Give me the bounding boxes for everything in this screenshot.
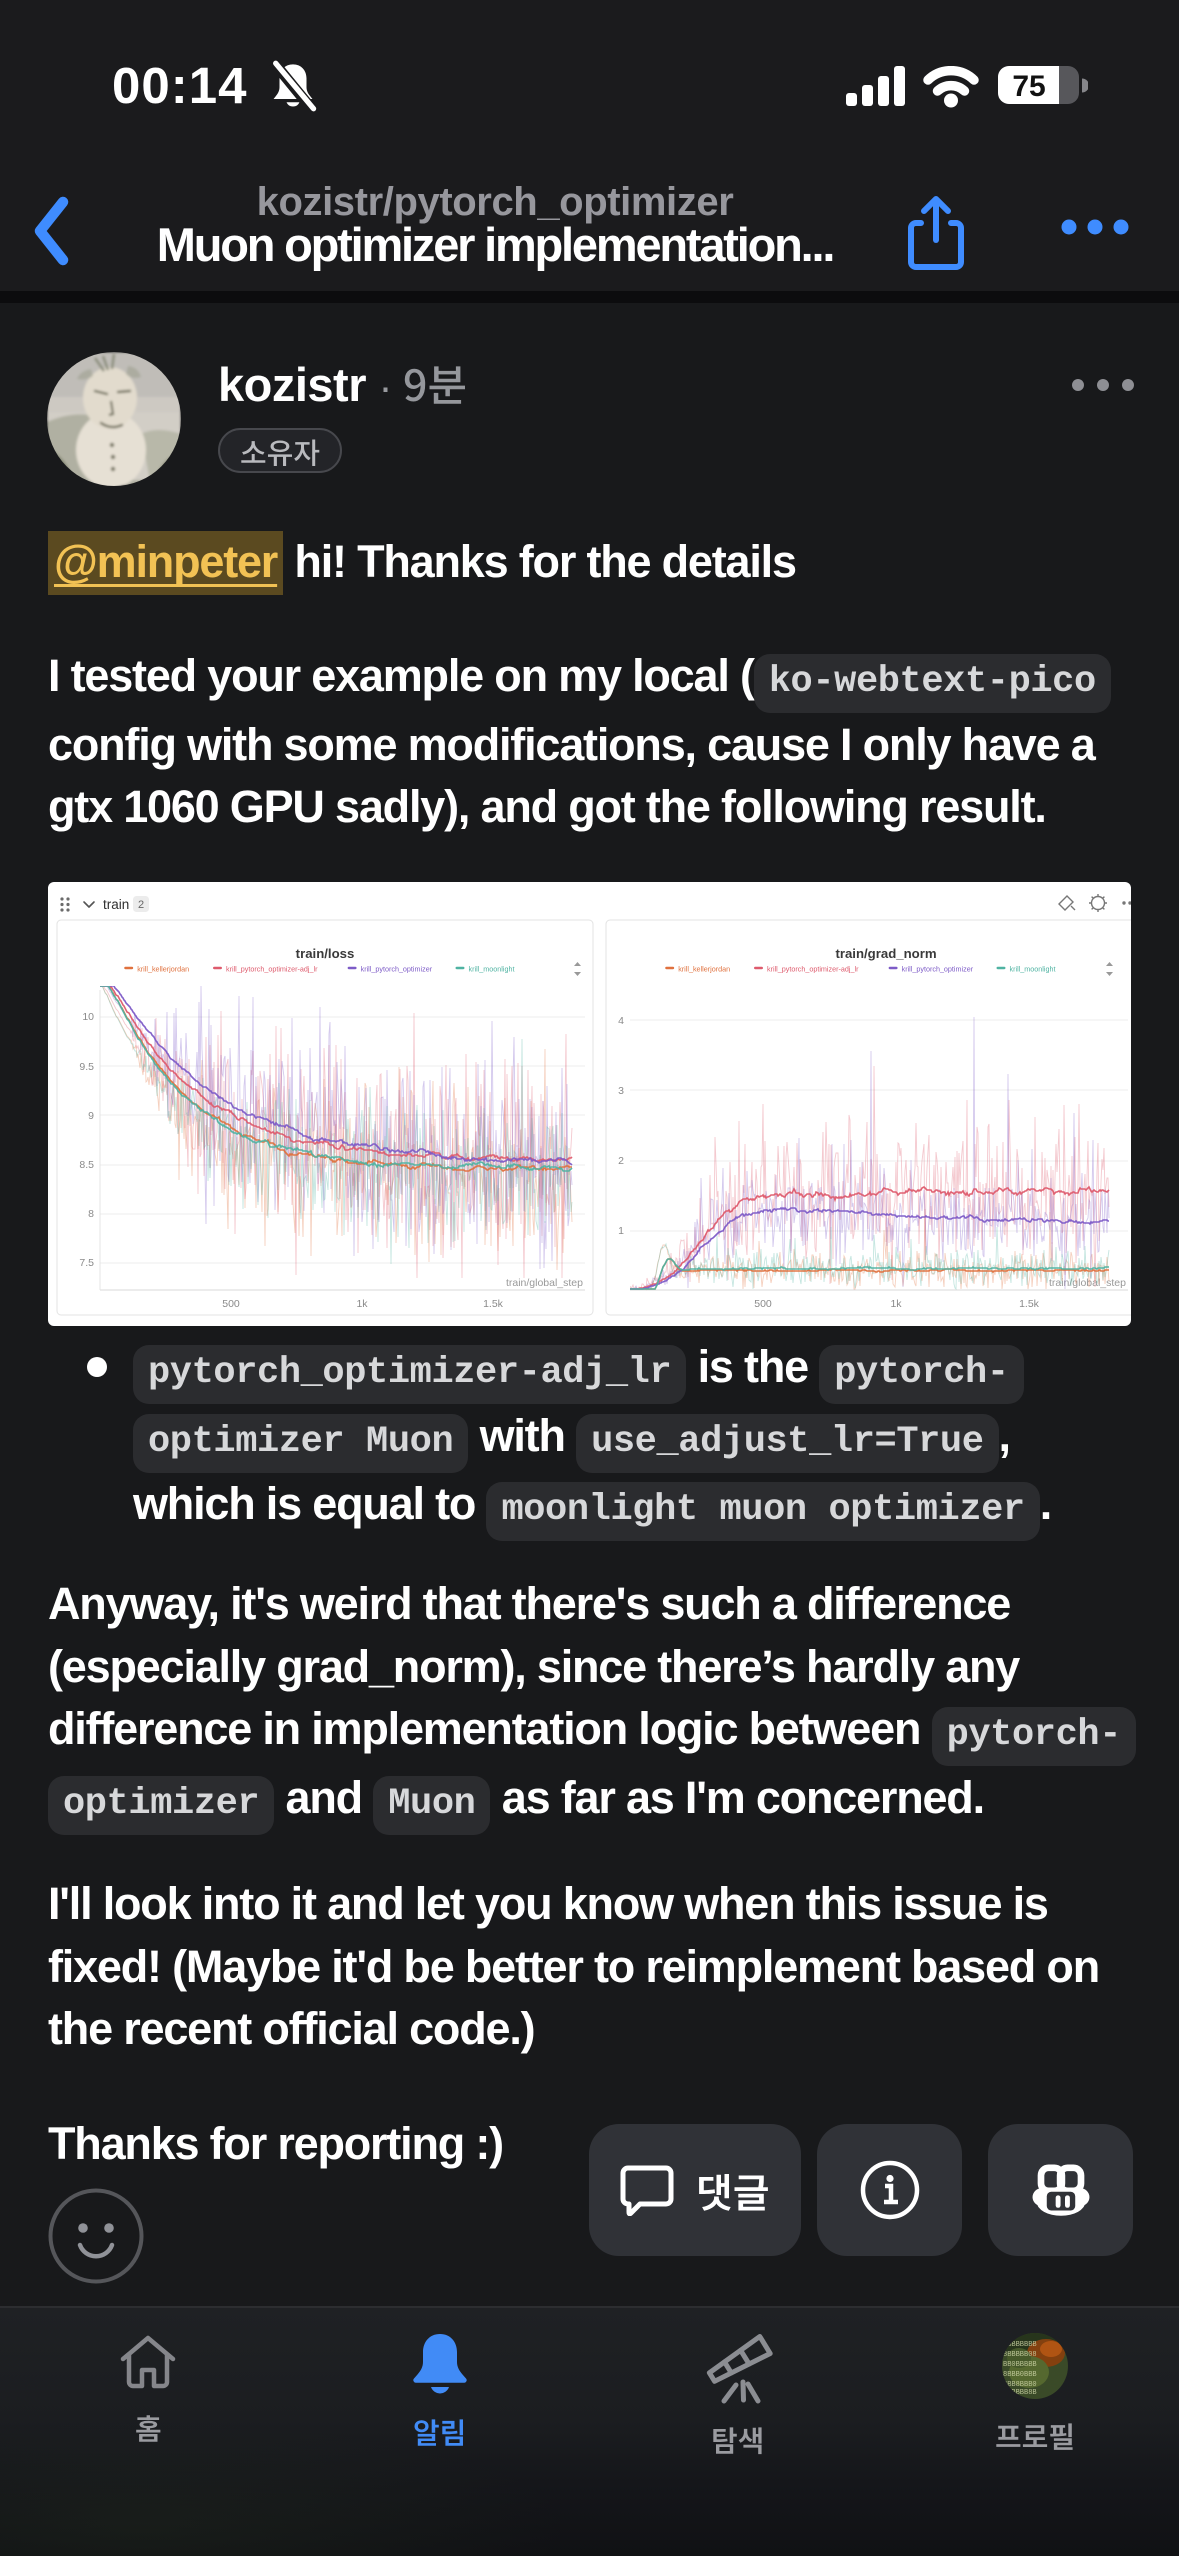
svg-text:2: 2 (618, 1155, 624, 1167)
svg-text:8.5: 8.5 (79, 1159, 94, 1171)
svg-text:BBBBBBBB: BBBBBBBB (1003, 2341, 1037, 2349)
svg-text:8BBBBB08: 8BBBBB08 (1003, 2351, 1037, 2359)
svg-text:4: 4 (618, 1015, 624, 1027)
svg-text:krill_kellerjordan: krill_kellerjordan (678, 965, 730, 974)
svg-text:krill_moonlight: krill_moonlight (469, 965, 515, 974)
svg-text:75: 75 (1012, 70, 1045, 103)
svg-text:8: 8 (88, 1208, 94, 1220)
svg-text:train/global_step: train/global_step (506, 1277, 583, 1289)
svg-text:1k: 1k (356, 1298, 368, 1310)
svg-text:krill_pytorch_optimizer: krill_pytorch_optimizer (361, 965, 433, 974)
svg-text:BBB8BBB0: BBB8BBB0 (1003, 2381, 1037, 2389)
svg-text:9.5: 9.5 (79, 1061, 94, 1073)
svg-text:3: 3 (618, 1085, 624, 1097)
svg-text:krill_pytorch_optimizer-adj_lr: krill_pytorch_optimizer-adj_lr (767, 965, 859, 974)
svg-text:10: 10 (82, 1011, 94, 1023)
svg-text:train/loss: train/loss (296, 946, 355, 961)
svg-text:krill_moonlight: krill_moonlight (1010, 965, 1056, 974)
svg-text:krill_pytorch_optimizer-adj_lr: krill_pytorch_optimizer-adj_lr (226, 965, 318, 974)
svg-text:BB0BBBBB: BB0BBBBB (1003, 2361, 1037, 2369)
svg-text:9: 9 (88, 1110, 94, 1122)
svg-text:krill_kellerjordan: krill_kellerjordan (137, 965, 189, 974)
svg-text:1.5k: 1.5k (1019, 1298, 1040, 1310)
svg-text:1k: 1k (890, 1298, 902, 1310)
svg-text:train: train (103, 897, 129, 912)
svg-text:train/global_step: train/global_step (1049, 1277, 1126, 1289)
svg-text:krill_pytorch_optimizer: krill_pytorch_optimizer (902, 965, 974, 974)
svg-text:1.5k: 1.5k (483, 1298, 504, 1310)
svg-text:0BBBBB8B: 0BBBBB8B (1003, 2389, 1037, 2397)
svg-text:train/grad_norm: train/grad_norm (835, 946, 936, 961)
svg-text:500: 500 (754, 1298, 772, 1310)
svg-text:500: 500 (222, 1298, 240, 1310)
svg-text:8BBB0BBB: 8BBB0BBB (1003, 2371, 1037, 2379)
svg-text:7.5: 7.5 (79, 1257, 94, 1269)
svg-text:2: 2 (138, 899, 144, 911)
svg-text:1: 1 (618, 1225, 624, 1237)
